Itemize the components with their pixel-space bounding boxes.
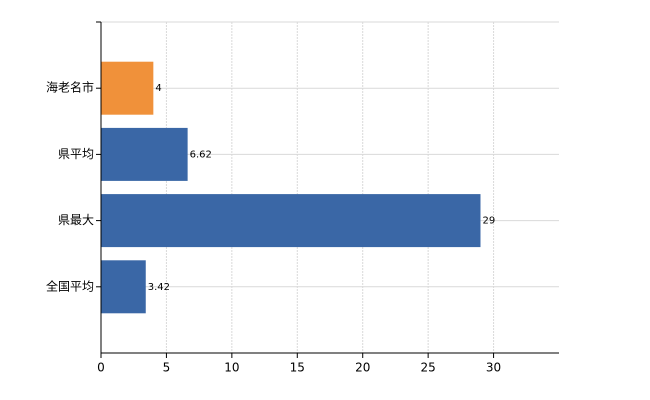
value-label: 4: [155, 83, 161, 94]
bar: [101, 61, 154, 115]
value-label: 29: [482, 216, 495, 227]
x-tick-label: 5: [163, 361, 171, 375]
value-label: 6.62: [190, 149, 212, 160]
x-tick-label: 30: [486, 361, 501, 375]
bar: [101, 260, 146, 314]
y-tick-label: 県平均: [58, 147, 94, 161]
x-tick-label: 15: [290, 361, 305, 375]
y-tick-label: 県最大: [58, 213, 94, 227]
value-label: 3.42: [148, 282, 170, 293]
y-tick-label: 全国平均: [46, 278, 94, 293]
bar: [101, 127, 188, 181]
x-tick-label: 25: [421, 361, 436, 375]
bar: [101, 194, 481, 248]
x-tick-label: 0: [97, 361, 105, 375]
x-tick-label: 20: [355, 361, 370, 375]
x-tick-label: 10: [224, 361, 239, 375]
y-tick-label: 海老名市: [46, 80, 94, 95]
